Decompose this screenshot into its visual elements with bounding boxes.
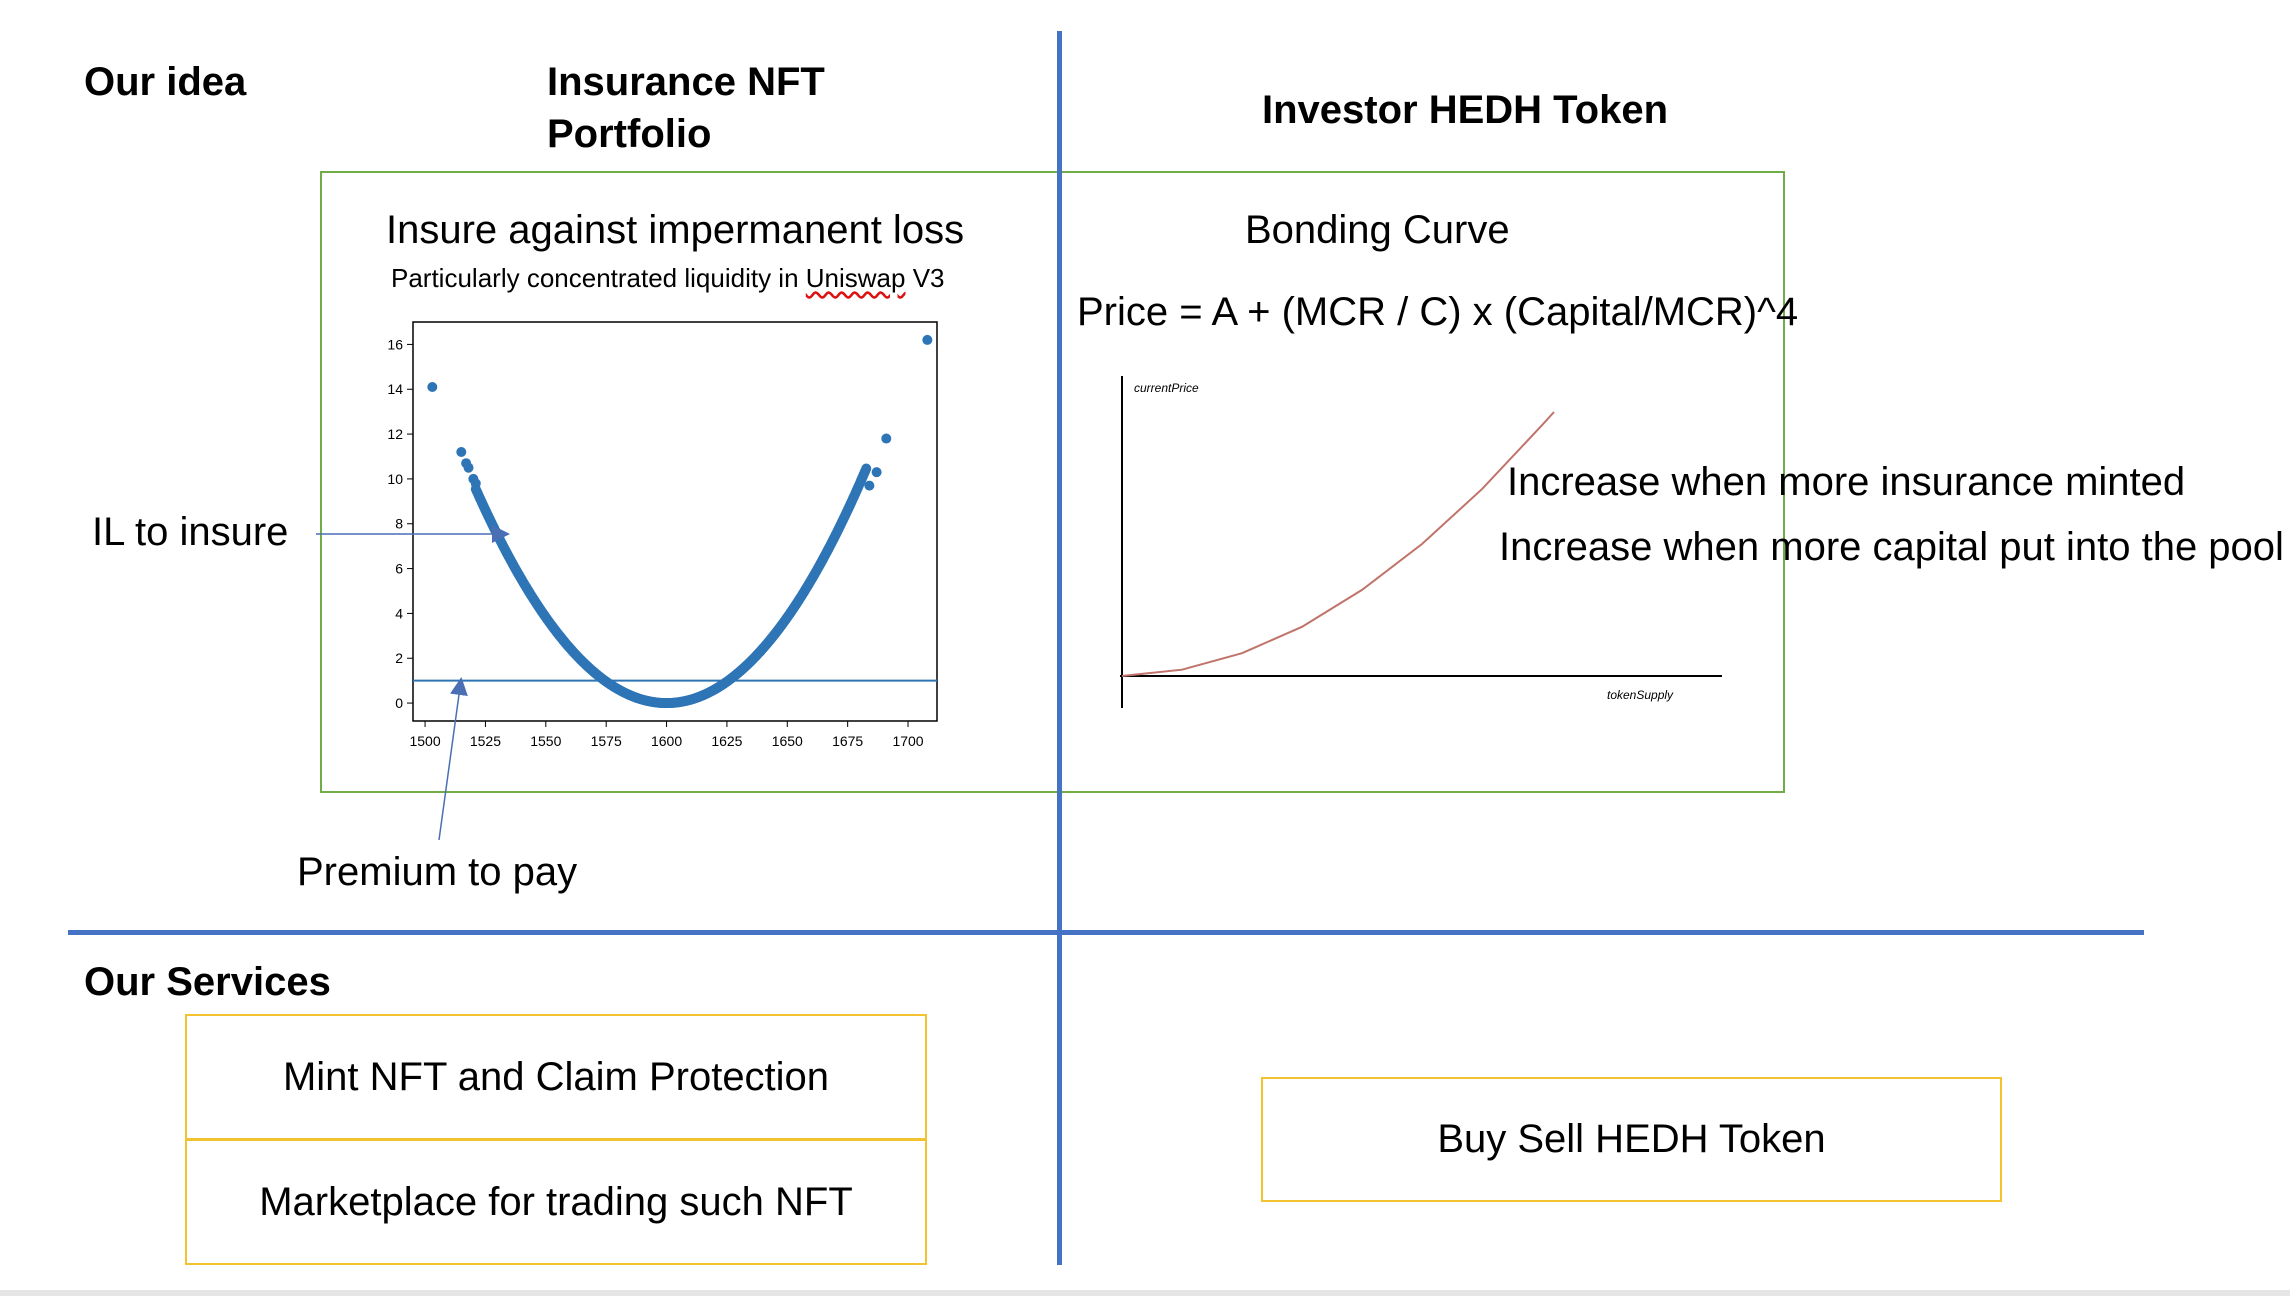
il-to-insure-label: IL to insure: [92, 510, 289, 554]
our-idea-heading: Our idea: [84, 60, 247, 104]
investor-token-heading: Investor HEDH Token: [1262, 88, 1668, 132]
mint-nft-button[interactable]: Mint NFT and Claim Protection: [185, 1014, 927, 1140]
note-insurance-minted: Increase when more insurance minted: [1507, 460, 2186, 504]
bonding-curve-line: [1121, 411, 1555, 677]
x-tick-label: 1525: [470, 733, 501, 749]
y-tick-label: 16: [387, 336, 403, 352]
scatter-point: [470, 478, 481, 489]
scatter-point: [456, 447, 467, 458]
premium-to-pay-label: Premium to pay: [297, 850, 578, 894]
y-tick-label: 6: [395, 561, 403, 577]
y-tick-label: 0: [395, 695, 403, 711]
scatter-point: [463, 462, 474, 473]
y-tick-label: 12: [387, 426, 403, 442]
our-services-heading: Our Services: [84, 960, 331, 1004]
scatter-point: [864, 480, 875, 491]
marketplace-button[interactable]: Marketplace for trading such NFT: [185, 1139, 927, 1265]
x-tick-label: 1550: [530, 733, 561, 749]
horizontal-divider: [68, 930, 2144, 935]
y-tick-label: 4: [395, 605, 403, 621]
bottom-strip: [0, 1290, 2290, 1296]
y-tick-label: 14: [387, 381, 403, 397]
portfolio-box: [320, 171, 1785, 793]
x-tick-label: 1500: [409, 733, 440, 749]
x-tick-label: 1650: [772, 733, 803, 749]
price-formula: Price = A + (MCR / C) x (Capital/MCR)^4: [1077, 290, 1799, 334]
plot-frame: [412, 321, 938, 722]
subtitle-suffix: V3: [905, 263, 945, 293]
vertical-divider: [1057, 31, 1062, 1265]
buy-sell-token-button[interactable]: Buy Sell HEDH Token: [1261, 1077, 2002, 1202]
y-axis-label: currentPrice: [1134, 381, 1199, 395]
note-capital-pool: Increase when more capital put into the …: [1499, 525, 2284, 569]
y-tick-label: 2: [395, 650, 403, 666]
subtitle-prefix: Particularly concentrated liquidity in: [391, 263, 806, 293]
subtitle-uniswap: Uniswap: [805, 263, 906, 293]
x-tick-label: 1600: [651, 733, 682, 749]
scatter-point: [861, 463, 872, 474]
scatter-point: [881, 433, 892, 444]
impermanent-loss-title: Insure against impermanent loss: [386, 208, 965, 252]
bonding-curve-title: Bonding Curve: [1245, 208, 1510, 252]
premium-arrow: [438, 677, 468, 841]
x-axis-label: tokenSupply: [1607, 688, 1674, 702]
scatter-point: [871, 467, 882, 478]
uniswap-subtitle: Particularly concentrated liquidity in U…: [391, 263, 945, 294]
bonding-curve-chart: currentPrice tokenSupply: [1120, 376, 1722, 708]
x-tick-label: 1700: [892, 733, 923, 749]
x-tick-label: 1675: [832, 733, 863, 749]
insurance-nft-heading: Insurance NFT Portfolio: [547, 60, 825, 156]
scatter-point: [922, 334, 933, 345]
scatter-point: [427, 382, 438, 393]
y-tick-label: 8: [395, 516, 403, 532]
x-tick-label: 1575: [591, 733, 622, 749]
x-tick-label: 1625: [711, 733, 742, 749]
y-tick-label: 10: [387, 471, 403, 487]
